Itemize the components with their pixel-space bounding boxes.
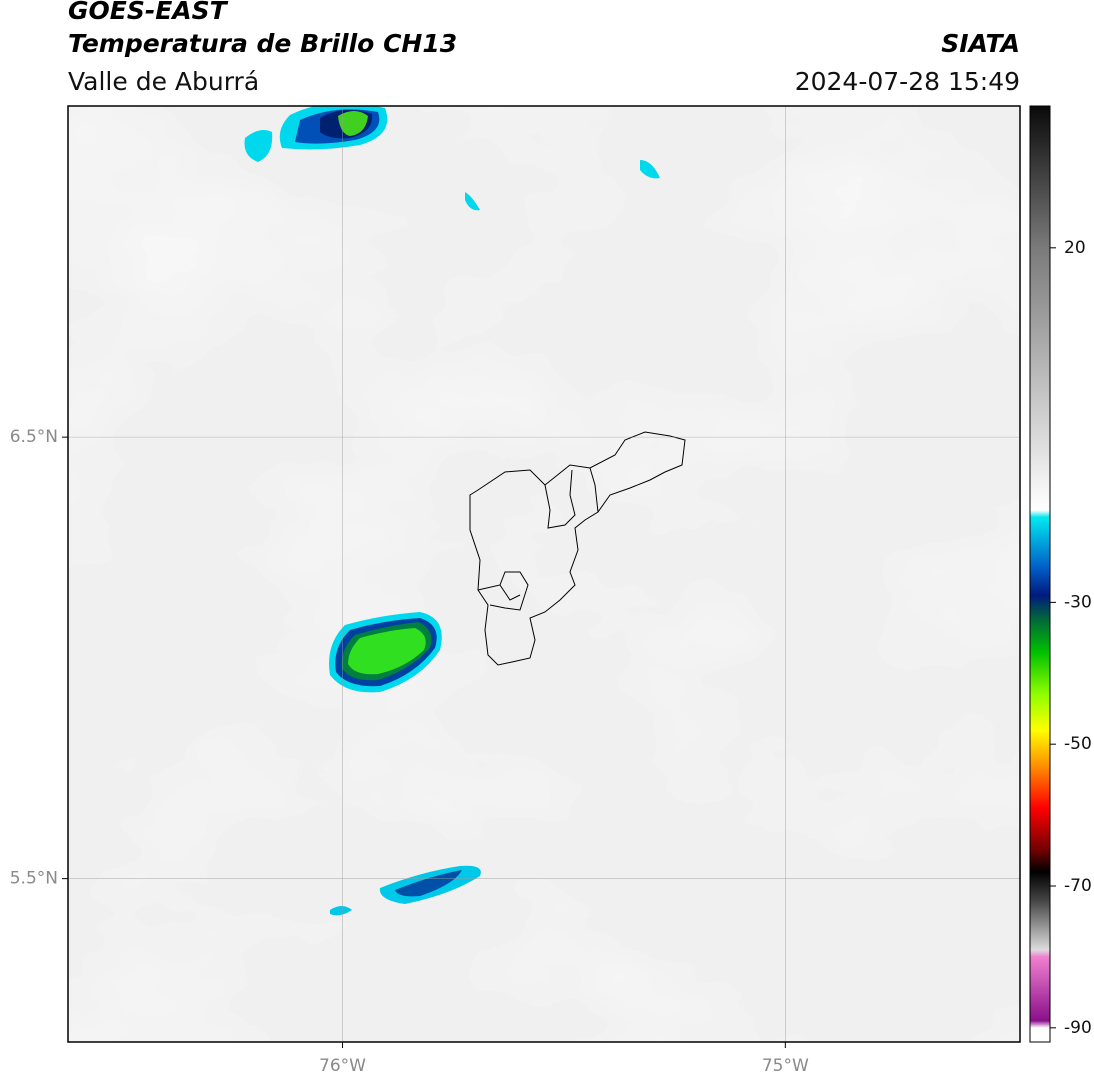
- municipal-boundaries: [469, 431, 686, 666]
- cloud-highlights: [68, 106, 1020, 1042]
- colorbar-tick-label: -90: [1064, 1018, 1092, 1038]
- convective-cells: [244, 106, 660, 916]
- region: Valle de Aburrá: [68, 67, 259, 96]
- colorbar-tick-label: -50: [1064, 734, 1092, 754]
- title: GOES-EAST: [68, 0, 229, 25]
- y-tick-label: 5.5°N: [10, 869, 58, 889]
- x-tick-label: 75°W: [762, 1056, 809, 1076]
- source: SIATA: [941, 29, 1020, 58]
- map-frame: [67, 105, 1021, 1043]
- y-tick-label: 6.5°N: [10, 427, 58, 447]
- datetime: 2024-07-28 15:49: [795, 67, 1020, 96]
- colorbar-tick-label: 20: [1064, 238, 1086, 258]
- colorbar-tick-label: -70: [1064, 876, 1092, 896]
- subtitle: Temperatura de Brillo CH13: [68, 29, 457, 58]
- colorbar: [1029, 105, 1051, 1043]
- x-tick-label: 76°W: [319, 1056, 366, 1076]
- satellite-map: [68, 106, 1020, 1042]
- colorbar-tick-label: -30: [1064, 592, 1092, 612]
